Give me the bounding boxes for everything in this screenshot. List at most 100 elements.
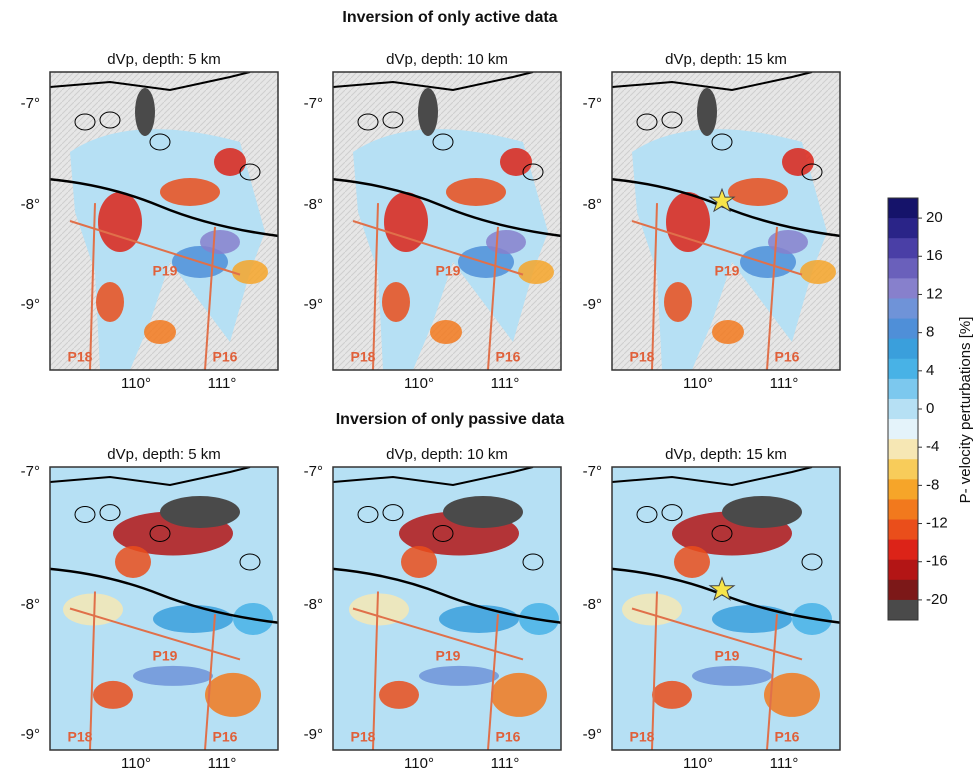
volcano-outline	[432, 524, 454, 542]
lon-label: 111°	[770, 375, 799, 392]
profile-label: P18	[68, 729, 93, 745]
anomaly	[692, 665, 772, 686]
colorbar-swatch	[888, 459, 918, 480]
volcano-outline	[636, 505, 658, 523]
colorbar-tick-label: 12	[926, 285, 943, 302]
colorbar-tick-label: -8	[926, 476, 939, 493]
row-title: Inversion of only passive data	[336, 411, 565, 428]
dark-anomaly	[160, 496, 240, 528]
profile-label: P16	[213, 729, 238, 745]
lat-label: -7°	[21, 463, 40, 480]
colorbar-swatch	[888, 439, 918, 460]
volcano-outline	[661, 504, 683, 522]
lat-label: -8°	[21, 196, 40, 213]
north-coast	[50, 467, 251, 487]
volcano-outline	[522, 163, 544, 181]
panel-frame	[611, 71, 841, 371]
map-panel: P18 P19 P16	[49, 71, 279, 371]
anomaly	[518, 260, 554, 284]
colorbar-swatch	[888, 419, 918, 440]
profile-line	[487, 614, 499, 750]
panel-title: dVp, depth: 15 km	[665, 51, 787, 68]
anomaly	[446, 178, 506, 206]
profile-line	[766, 226, 778, 370]
lat-label: -8°	[583, 196, 602, 213]
anomaly	[491, 672, 547, 717]
map-field	[333, 72, 561, 370]
colorbar-tick-label: -4	[926, 438, 939, 455]
lat-label: -9°	[304, 296, 323, 313]
profile-label: P19	[153, 647, 178, 663]
lon-label: 110°	[404, 755, 434, 772]
map-panel: P18 P19 P16	[332, 71, 562, 371]
colorbar-tick-label: 4	[926, 362, 934, 379]
profile-label: P16	[775, 349, 800, 365]
lon-label: 111°	[208, 755, 237, 772]
anomaly	[740, 246, 796, 278]
colorbar-tick-label: 8	[926, 324, 934, 341]
volcano-outline	[149, 133, 171, 151]
profile-line	[487, 226, 499, 370]
profile-label: P18	[351, 729, 376, 745]
lon-label: 111°	[491, 755, 520, 772]
colorbar-swatch	[888, 519, 918, 541]
anomaly	[401, 545, 437, 578]
profile-label: P19	[436, 262, 461, 278]
profile-label: P18	[630, 729, 655, 745]
lat-label: -8°	[304, 596, 323, 613]
colorbar-swatch	[888, 258, 918, 279]
colorbar-swatch	[888, 218, 918, 239]
lat-label: -7°	[304, 95, 323, 112]
coastline	[333, 178, 561, 238]
volcano-outline	[239, 553, 261, 571]
lon-label: 110°	[121, 755, 151, 772]
colorbar-swatch	[888, 479, 918, 500]
map-panel: P18 P19 P16	[49, 466, 279, 751]
colorbar-swatch	[888, 238, 918, 259]
anomaly	[652, 680, 692, 709]
volcano-outline	[239, 163, 261, 181]
coastline	[333, 567, 561, 624]
lat-label: -9°	[21, 726, 40, 743]
anomaly	[349, 593, 409, 626]
profile-line	[766, 614, 778, 750]
lon-label: 111°	[491, 375, 520, 392]
volcano-outline	[382, 504, 404, 522]
anomaly	[764, 672, 820, 717]
anomaly	[728, 178, 788, 206]
map-field	[333, 467, 561, 750]
dark-anomaly	[697, 88, 717, 136]
lat-label: -9°	[304, 726, 323, 743]
colorbar-swatch	[888, 539, 918, 561]
lon-label: 111°	[770, 755, 799, 772]
lat-label: -8°	[583, 596, 602, 613]
volcano-outline	[801, 163, 823, 181]
profile-label: P18	[351, 349, 376, 365]
panel-frame	[332, 71, 562, 371]
panel-frame	[49, 71, 279, 371]
anomaly	[93, 680, 133, 709]
volcano-outline	[357, 505, 379, 523]
profile-label: P16	[775, 729, 800, 745]
map-field	[50, 467, 278, 750]
volcano-outline	[801, 553, 823, 571]
north-coast	[50, 72, 251, 92]
volcano-outline	[74, 505, 96, 523]
colorbar-swatch	[888, 358, 918, 380]
anomaly	[430, 320, 462, 344]
volcano-outline	[711, 133, 733, 151]
volcano-outline	[149, 524, 171, 542]
anomaly	[674, 545, 710, 578]
anomaly	[782, 148, 814, 176]
anomaly	[205, 672, 261, 717]
anomaly	[712, 604, 792, 633]
anomaly	[800, 260, 836, 284]
coastline	[50, 178, 278, 238]
anomaly	[664, 282, 692, 322]
profile-label: P19	[153, 262, 178, 278]
lon-label: 110°	[121, 375, 151, 392]
anomaly	[622, 593, 682, 626]
north-coast	[612, 467, 813, 487]
panel-frame	[49, 466, 279, 751]
